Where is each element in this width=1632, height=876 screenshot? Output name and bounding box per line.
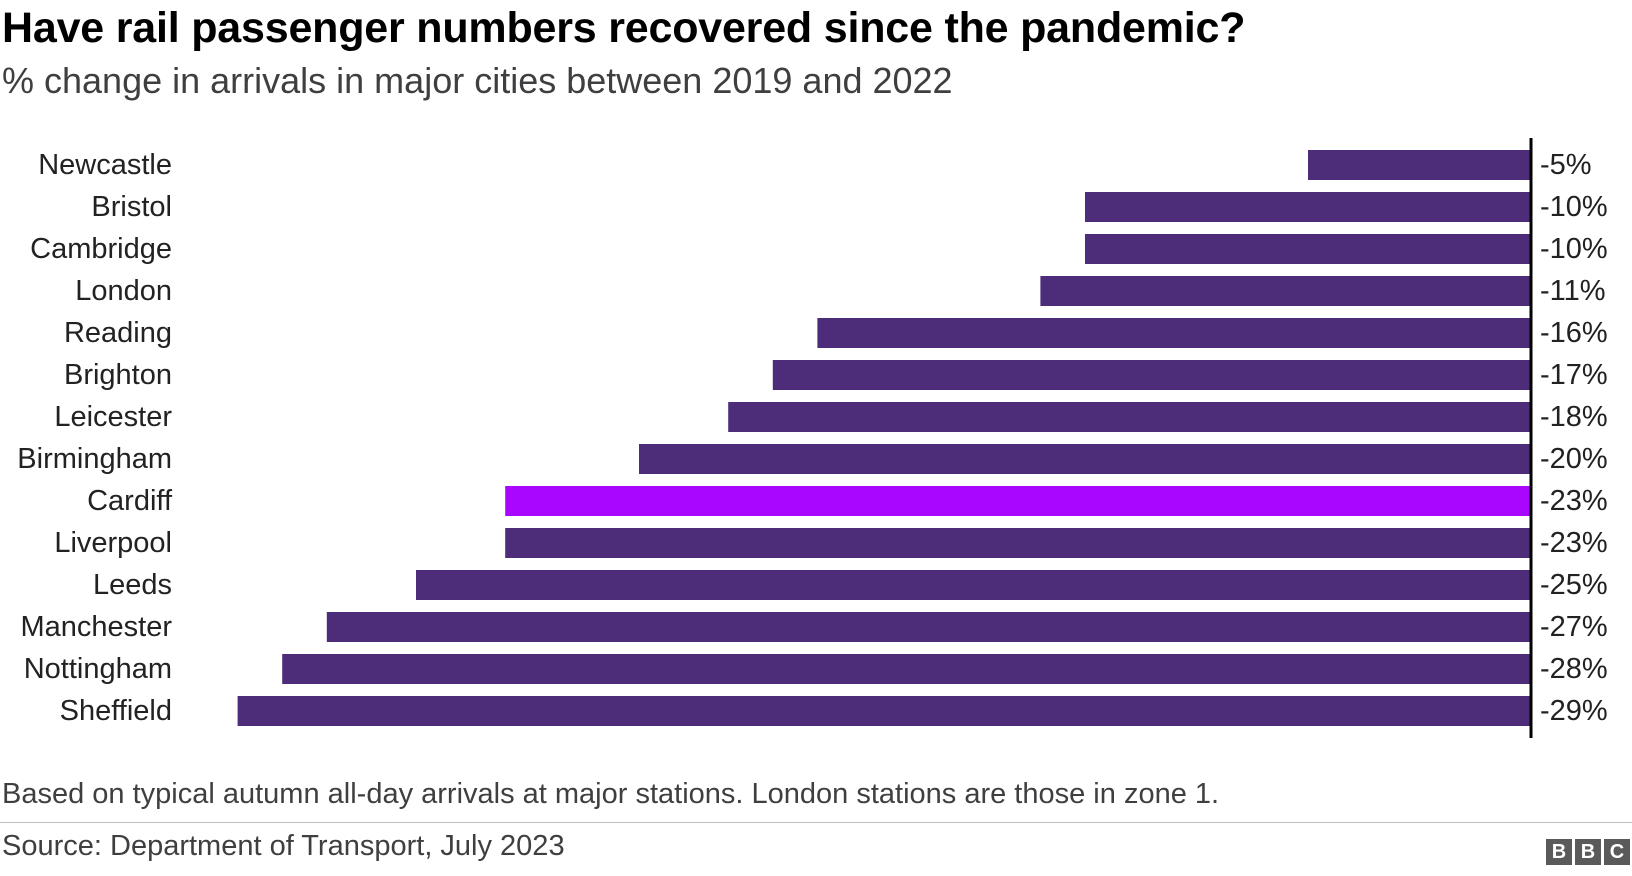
bar-cambridge — [1085, 234, 1531, 264]
value-label: -23% — [1540, 485, 1608, 517]
bbc-logo: B B C — [1546, 839, 1630, 865]
bar-reading — [817, 318, 1531, 348]
value-label: -23% — [1540, 527, 1608, 559]
category-label: Nottingham — [24, 653, 172, 685]
value-label: -20% — [1540, 443, 1608, 475]
chart-subtitle: % change in arrivals in major cities bet… — [2, 60, 953, 101]
bar-leicester — [728, 402, 1531, 432]
footer-divider — [0, 822, 1632, 823]
bar-sheffield — [237, 696, 1532, 726]
value-label: -27% — [1540, 611, 1608, 643]
bar-newcastle — [1308, 150, 1531, 180]
category-label: Newcastle — [38, 149, 172, 181]
value-label: -28% — [1540, 653, 1608, 685]
bbc-logo-letter-b2: B — [1575, 839, 1601, 865]
bar-nottingham — [282, 654, 1532, 684]
bar-birmingham — [639, 444, 1531, 474]
category-label: London — [75, 275, 172, 307]
category-label: Birmingham — [17, 443, 172, 475]
category-label: Bristol — [91, 191, 172, 223]
category-label: Cardiff — [87, 485, 173, 517]
category-label: Liverpool — [54, 527, 172, 559]
category-label: Brighton — [64, 359, 172, 391]
bar-chart: Newcastle -5% Bristol -10% Cambridge -10% Lond… — [17, 138, 1608, 738]
category-label: Reading — [64, 317, 172, 349]
category-label: Leicester — [54, 401, 172, 433]
bar-manchester — [326, 612, 1531, 642]
value-label: -29% — [1540, 695, 1608, 727]
footnote: Based on typical autumn all-day arrivals… — [2, 778, 1220, 810]
value-label: -16% — [1540, 317, 1608, 349]
bbc-logo-letter-b1: B — [1546, 839, 1572, 865]
value-label: -5% — [1540, 149, 1592, 181]
value-label: -10% — [1540, 191, 1608, 223]
bbc-logo-letter-c: C — [1604, 839, 1630, 865]
bar-leeds — [416, 570, 1531, 600]
bar-liverpool — [505, 528, 1532, 558]
chart-title: Have rail passenger numbers recovered si… — [2, 4, 1246, 52]
bar-cardiff — [505, 486, 1532, 516]
category-label: Cambridge — [30, 233, 172, 265]
category-label: Leeds — [93, 569, 172, 601]
value-label: -10% — [1540, 233, 1608, 265]
source-note: Source: Department of Transport, July 20… — [2, 830, 565, 862]
bar-london — [1040, 276, 1531, 306]
value-label: -18% — [1540, 401, 1608, 433]
category-label: Manchester — [20, 611, 172, 643]
value-label: -11% — [1540, 275, 1606, 307]
bar-brighton — [772, 360, 1531, 390]
value-label: -17% — [1540, 359, 1608, 391]
bar-bristol — [1085, 192, 1531, 222]
category-label: Sheffield — [60, 695, 172, 727]
value-label: -25% — [1540, 569, 1608, 601]
